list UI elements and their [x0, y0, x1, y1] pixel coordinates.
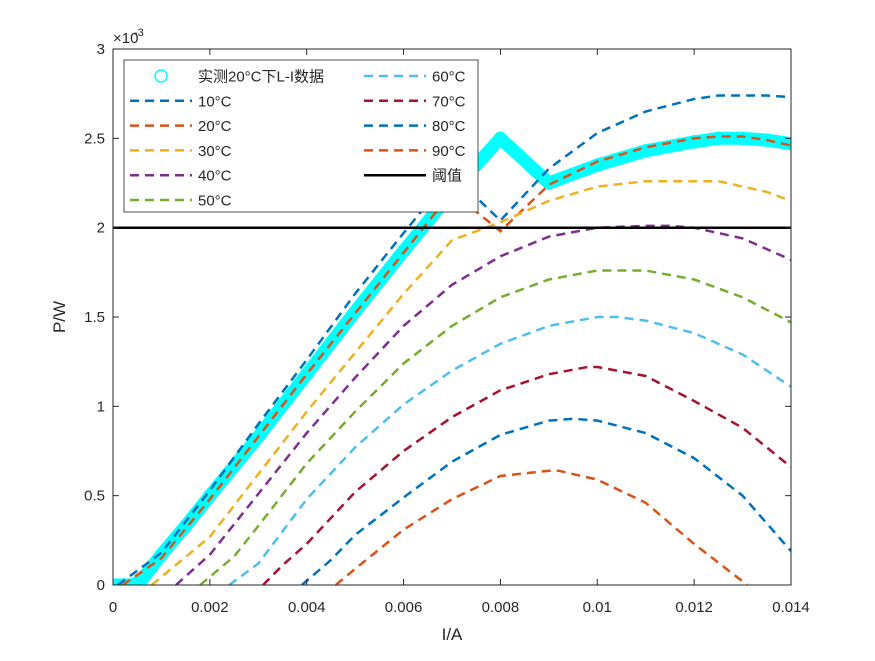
- series-line-6: [228, 315, 791, 585]
- measured-point: [396, 244, 411, 258]
- measured-point: [125, 578, 140, 585]
- x-tick-label: 0.012: [675, 599, 713, 616]
- measured-point: [760, 133, 774, 147]
- y-axis-label: P/W: [50, 301, 69, 333]
- x-tick-label: 0.002: [191, 599, 229, 616]
- series-line-1: [117, 94, 791, 585]
- legend: 实测20°C下L-I数据 10°C 20°C 30°C 40°C 50°C 60°C 70°C…: [123, 59, 479, 213]
- y-exponent-base: ×10: [113, 30, 138, 47]
- y-tick-label: 1.5: [84, 309, 105, 326]
- legend-label-10: 阈值: [432, 168, 462, 185]
- legend-label-1: 10°C: [198, 93, 232, 110]
- series-line-7: [262, 365, 791, 585]
- series-line-9: [334, 469, 749, 585]
- x-tick-label: 0: [109, 599, 117, 616]
- legend-marker-0: [154, 69, 168, 83]
- measured-point: [493, 131, 508, 146]
- legend-label-3: 30°C: [198, 143, 232, 160]
- series-line-4: [175, 224, 791, 585]
- measured-point: [299, 367, 314, 381]
- x-tick-label: 0.004: [288, 599, 326, 616]
- measured-point: [203, 488, 217, 503]
- measured-point: [687, 135, 701, 149]
- y-tick-label: 3: [97, 41, 105, 58]
- series-line-2: [121, 135, 791, 585]
- legend-box: [123, 59, 479, 213]
- measured-point: [135, 572, 149, 585]
- legend-label-6: 60°C: [432, 69, 466, 86]
- y-tick-label: 2.5: [84, 130, 105, 147]
- legend-label-0: 实测20°C下L-I数据: [198, 69, 324, 86]
- y-tick-label: 1: [97, 398, 105, 415]
- legend-label-8: 80°C: [432, 118, 466, 135]
- legend-label-7: 70°C: [432, 93, 466, 110]
- x-tick-label: 0.008: [482, 599, 520, 616]
- measured-point: [154, 547, 169, 562]
- measured-point: [115, 578, 130, 585]
- x-tick-label: 0.01: [583, 599, 612, 616]
- series-line-8: [301, 417, 791, 585]
- y-tick-label: 2: [97, 220, 105, 237]
- measured-point: [638, 144, 653, 158]
- measured-point: [251, 429, 266, 444]
- x-tick-label: 0.006: [385, 599, 423, 616]
- measured-point: [348, 304, 362, 319]
- legend-label-9: 90°C: [432, 143, 466, 160]
- legend-label-5: 50°C: [198, 193, 232, 210]
- measured-point: [144, 560, 159, 574]
- measured-point: [735, 131, 750, 146]
- measured-trace: [113, 131, 791, 585]
- legend-label-4: 40°C: [198, 168, 232, 185]
- y-tick-label: 0.5: [84, 488, 105, 505]
- y-tick-label: 0: [97, 577, 105, 594]
- legend-label-2: 20°C: [198, 118, 232, 135]
- x-axis-label: I/A: [442, 625, 463, 644]
- y-exponent-label: ×10 -3: [113, 27, 144, 47]
- y-exponent-power: -3: [134, 27, 144, 39]
- x-tick-label: 0.014: [772, 599, 810, 616]
- series-layer: [113, 94, 791, 585]
- series-line-5: [199, 269, 791, 585]
- measured-point: [711, 131, 726, 146]
- ticks-layer: 0 0.002 0.004 0.006 0.008 0.01 0.012 0.014 0 0.5 1…: [84, 41, 810, 616]
